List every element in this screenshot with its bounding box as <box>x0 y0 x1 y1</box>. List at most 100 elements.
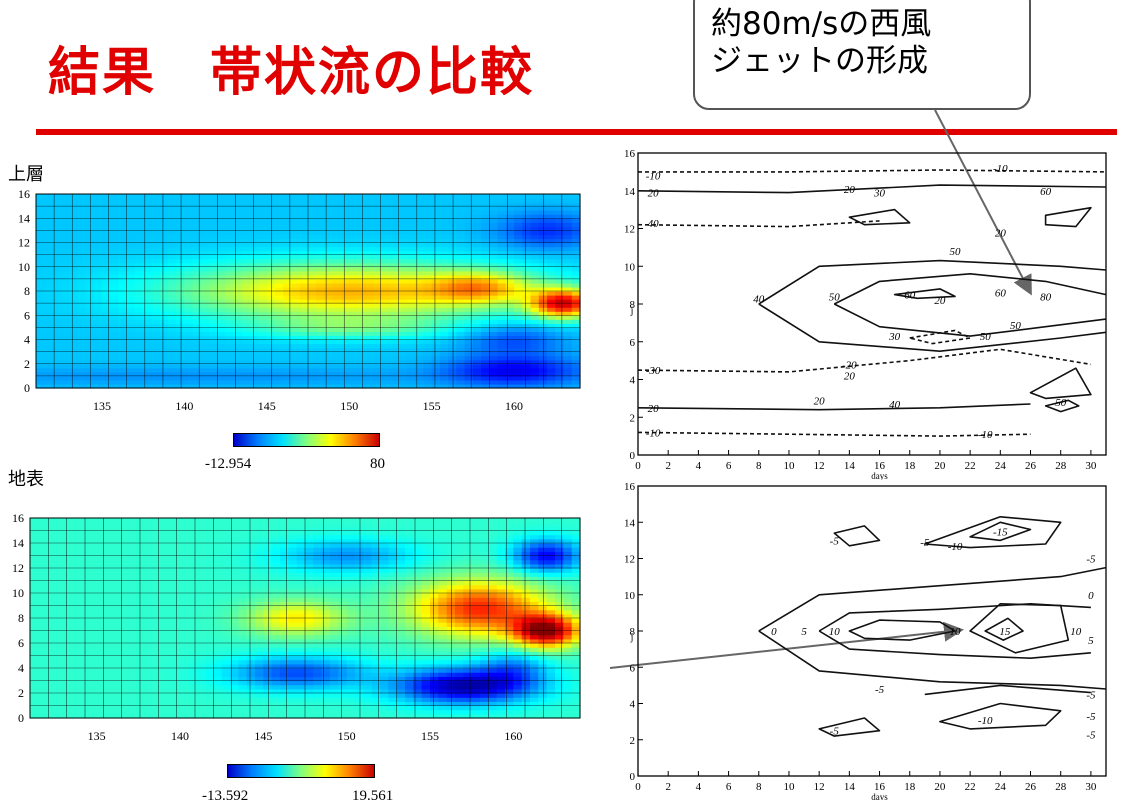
upper-colorbar-min: -12.954 <box>205 456 252 472</box>
x-tick-label: 8 <box>756 460 762 472</box>
contour-label: 5 <box>1088 635 1094 647</box>
y-tick-label: 0 <box>24 381 30 395</box>
x-tick-label: 10 <box>783 460 795 472</box>
x-tick-label: 140 <box>175 399 193 413</box>
upper-colorbar <box>233 433 380 447</box>
x-axis-label: days <box>871 792 888 800</box>
x-tick-label: 26 <box>1025 460 1037 472</box>
x-tick-label: 22 <box>965 781 976 793</box>
y-tick-label: 4 <box>630 699 636 711</box>
title-underline <box>36 129 1117 135</box>
contour-label: -5 <box>830 726 840 738</box>
heatmap-cells <box>30 518 581 719</box>
y-tick-label: 4 <box>630 375 636 387</box>
contour-label: 60 <box>1040 186 1052 198</box>
x-tick-label: 4 <box>696 781 702 793</box>
contour-label: 40 <box>753 293 765 305</box>
surface-label: 地表 <box>8 469 44 490</box>
y-tick-label: 2 <box>630 735 636 747</box>
contour-label: -20 <box>842 359 857 371</box>
contour-label: -10 <box>993 163 1008 175</box>
x-tick-label: 150 <box>338 729 356 743</box>
contour-label: -5 <box>920 537 930 549</box>
y-tick-label: 6 <box>18 636 24 650</box>
contour-label: 20 <box>844 371 856 383</box>
y-tick-label: 8 <box>630 626 636 638</box>
x-tick-label: 155 <box>421 729 439 743</box>
contour-label: 20 <box>844 184 856 196</box>
contour-label: 50 <box>980 331 992 343</box>
y-tick-label: 2 <box>630 412 636 424</box>
x-tick-label: 18 <box>904 460 916 472</box>
contour-label: 10 <box>950 626 962 638</box>
contour-label: 50 <box>829 291 841 303</box>
contour-label: -5 <box>1086 711 1096 723</box>
x-tick-label: 14 <box>844 781 856 793</box>
y-tick-label: 14 <box>624 186 636 198</box>
y-tick-label: 2 <box>24 357 30 371</box>
x-tick-label: 8 <box>756 781 762 793</box>
heatmap-cells <box>36 194 581 389</box>
x-tick-label: 2 <box>665 460 671 472</box>
x-tick-label: 22 <box>965 460 976 472</box>
surface-colorbar-min: -13.592 <box>202 788 249 804</box>
y-axis-label: j <box>630 632 634 643</box>
callout-line1: 約80m/sの西風 <box>711 6 932 42</box>
y-tick-label: 6 <box>24 308 30 322</box>
contour-label: 30 <box>873 188 886 200</box>
contour-label: 40 <box>648 218 660 230</box>
x-tick-label: 4 <box>696 460 702 472</box>
x-tick-label: 10 <box>783 781 795 793</box>
contour-label: -10 <box>646 427 661 439</box>
contour-label: -15 <box>993 526 1008 538</box>
reference-upper-plot: 0 2 4 6 8 10 12 14 16 18 20 22 24 26 28 300246810121416… <box>624 148 1107 480</box>
x-tick-label: 20 <box>934 460 946 472</box>
contour-label: 30 <box>888 331 901 343</box>
x-tick-label: 0 <box>635 460 641 472</box>
x-tick-label: 145 <box>258 399 276 413</box>
contour-label: 10 <box>1070 626 1082 638</box>
contour-label: 50 <box>950 246 962 258</box>
x-tick-label: 30 <box>1085 460 1097 472</box>
contour-label: 60 <box>904 290 916 302</box>
y-tick-label: 0 <box>18 711 24 725</box>
x-tick-label: 16 <box>874 781 886 793</box>
contour-lines <box>637 169 1107 437</box>
plot-frame <box>637 152 1107 456</box>
contour-label: 0 <box>1088 590 1094 602</box>
contour-label: -10 <box>978 429 993 441</box>
contour-label: 40 <box>889 399 901 411</box>
contour-label: -5 <box>1086 729 1096 741</box>
contour-label: 60 <box>995 288 1007 300</box>
contour-label: 50 <box>1010 320 1022 332</box>
y-tick-label: 14 <box>12 536 24 550</box>
surface-colorbar-max: 19.561 <box>352 788 394 804</box>
y-tick-label: 8 <box>18 611 24 625</box>
contour-label: -10 <box>948 541 963 553</box>
y-tick-label: 10 <box>624 590 636 602</box>
contour-label: 50 <box>1055 397 1067 409</box>
x-tick-label: 20 <box>934 781 946 793</box>
x-tick-label: 6 <box>726 460 732 472</box>
contour-label: 20 <box>814 395 826 407</box>
x-tick-label: 18 <box>904 781 916 793</box>
contour-labels: -10 -10 20 20 30 60 40 20 50 20 40 50 60 60 80 50 50 30 -3… <box>646 163 1067 441</box>
y-tick-label: 4 <box>18 661 24 675</box>
contour-labels: -5 -5 -10 -15 -5 0 0 5 10 10 15 10 5 -5 -5 -5 -10 -5 -5 <box>771 526 1096 741</box>
x-tick-label: 16 <box>874 460 886 472</box>
y-tick-label: 2 <box>18 686 24 700</box>
surface-colorbar <box>227 764 375 778</box>
y-tick-label: 6 <box>630 337 636 349</box>
plot-frame <box>637 485 1107 777</box>
y-tick-label: 8 <box>630 299 636 311</box>
x-tick-label: 150 <box>340 399 358 413</box>
y-tick-label: 4 <box>24 333 30 347</box>
x-tick-label: 0 <box>635 781 641 793</box>
x-tick-label: 6 <box>726 781 732 793</box>
page-title: 結果 帯状流の比較 <box>48 43 535 103</box>
x-tick-label: 14 <box>844 460 856 472</box>
y-tick-label: 14 <box>18 211 30 225</box>
x-tick-label: 155 <box>423 399 441 413</box>
x-tick-label: 135 <box>93 399 111 413</box>
reference-surface-plot: 0 2 4 6 8 10 12 14 16 18 20 22 24 26 28 300246810121416… <box>624 481 1107 800</box>
